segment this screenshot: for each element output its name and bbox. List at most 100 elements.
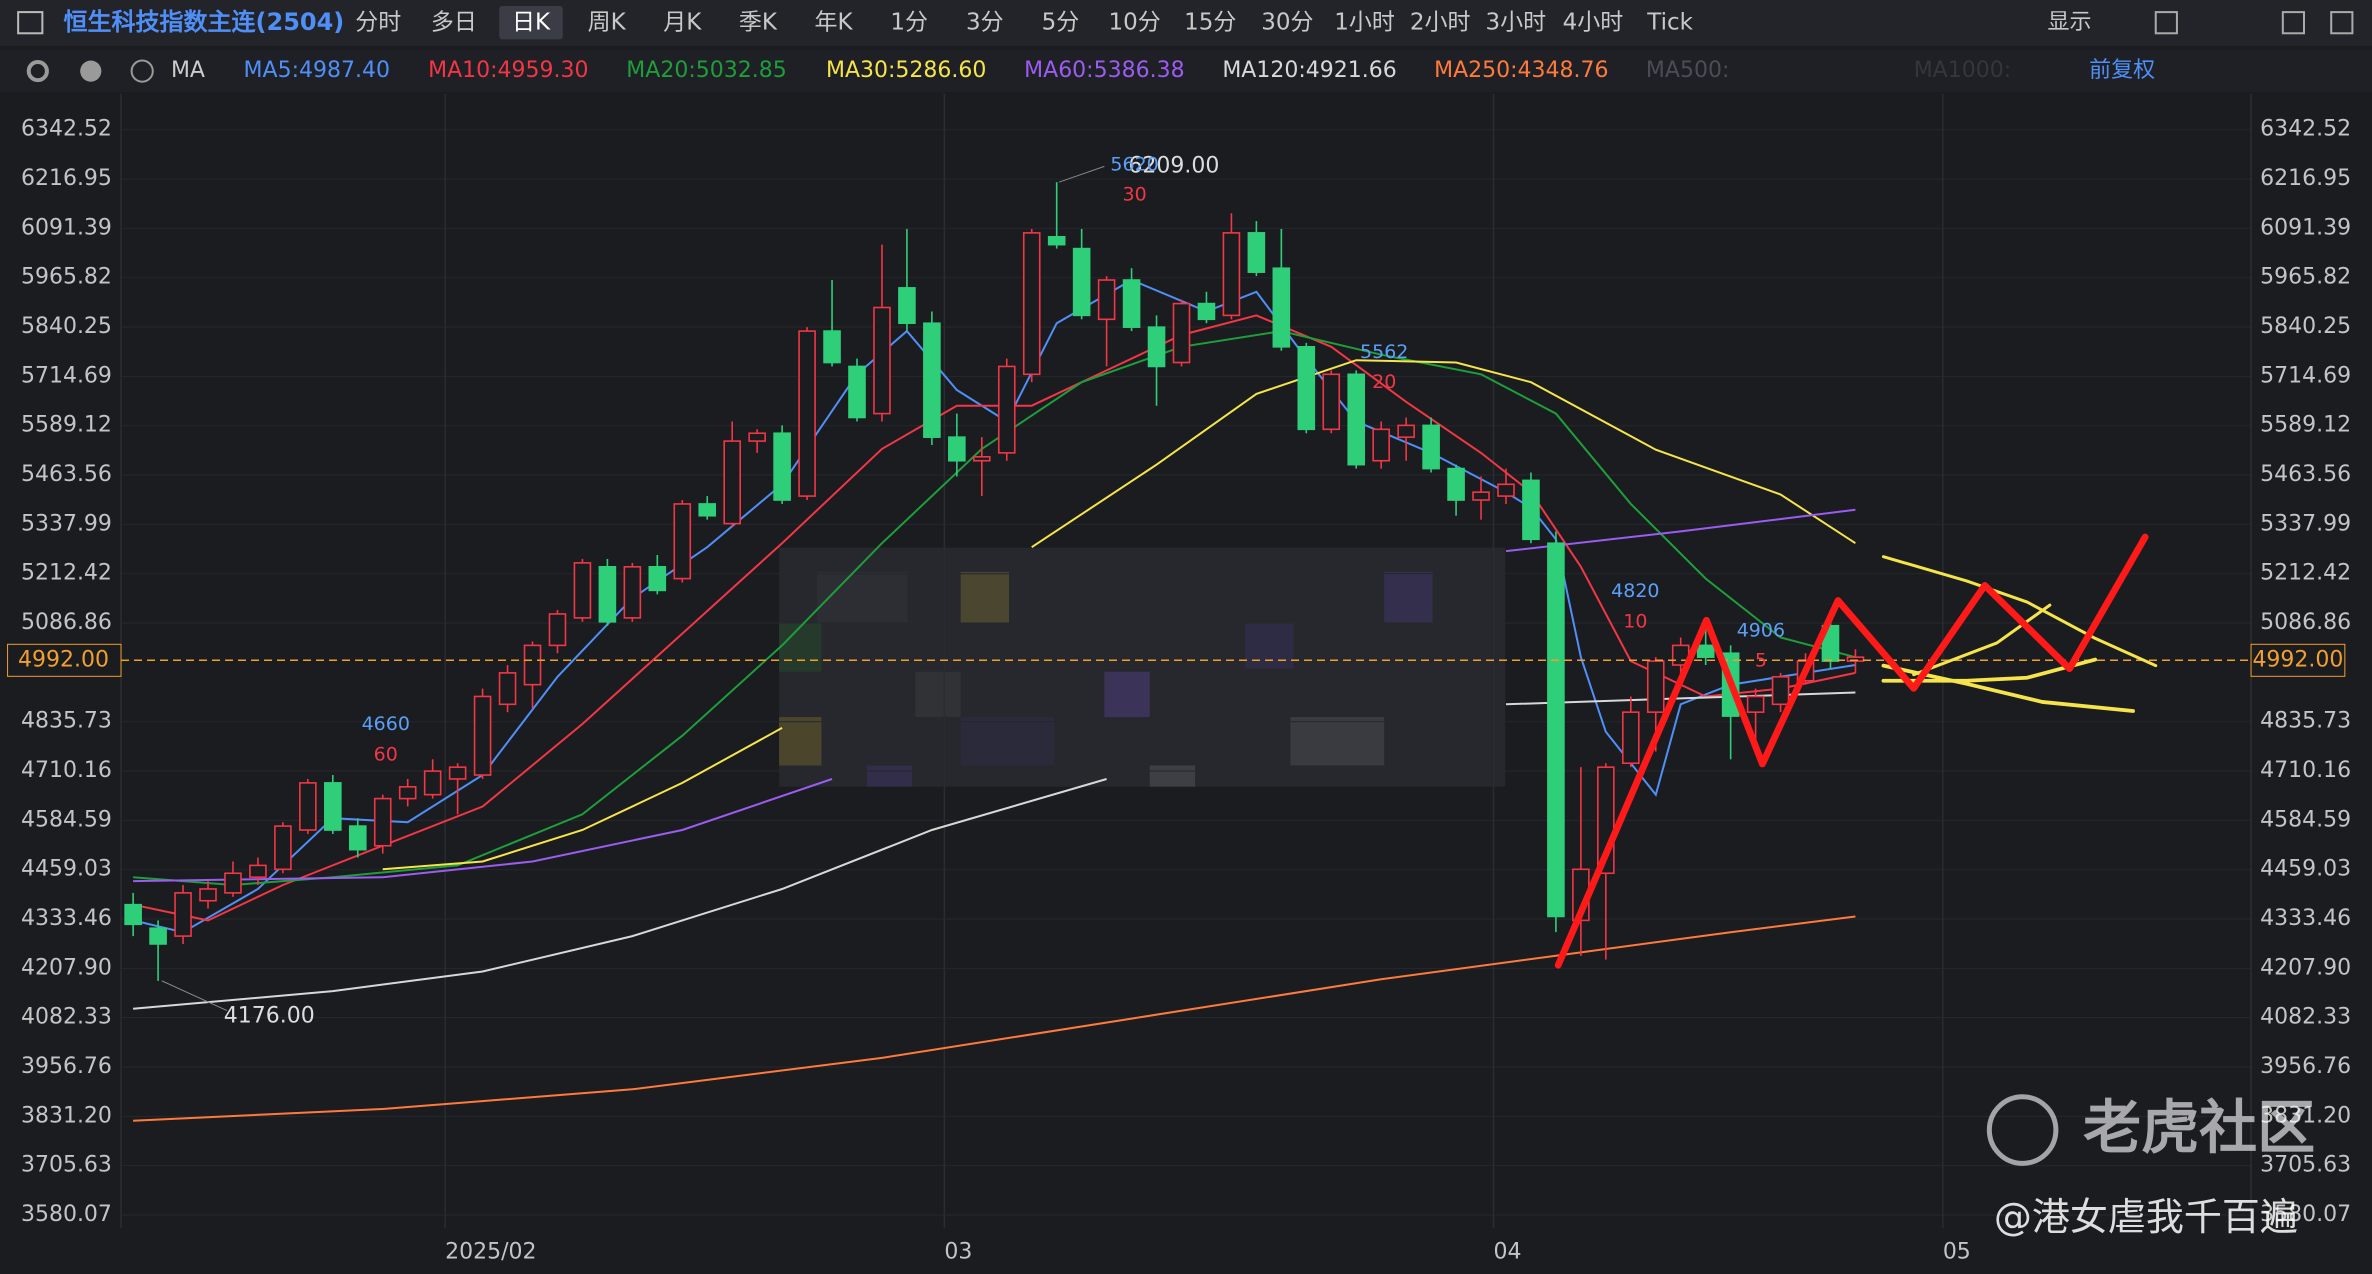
display-menu[interactable]: 显示 bbox=[2048, 10, 2092, 35]
period-tab[interactable]: 3小时 bbox=[1486, 10, 1547, 36]
candle-body bbox=[1422, 424, 1440, 470]
marker-price: 4906 bbox=[1737, 619, 1785, 641]
period-tab[interactable]: 周K bbox=[588, 10, 627, 36]
y-tick-label-right: 5840.25 bbox=[2260, 314, 2351, 339]
y-tick-label: 4333.46 bbox=[21, 906, 112, 931]
candle-body bbox=[1621, 711, 1640, 765]
period-tab[interactable]: 月K bbox=[663, 10, 702, 36]
watermark-brand: 老虎社区 bbox=[2083, 1094, 2315, 1162]
candle-body bbox=[1646, 660, 1665, 713]
candle-body bbox=[1047, 235, 1066, 246]
toggle-icon[interactable] bbox=[80, 60, 102, 82]
candle-body bbox=[898, 287, 916, 325]
marker-days: 20 bbox=[1372, 371, 1396, 393]
ma-line bbox=[132, 314, 1856, 922]
close-icon[interactable] bbox=[130, 59, 154, 83]
period-tab[interactable]: 30分 bbox=[1261, 10, 1313, 36]
period-tab[interactable]: 多日 bbox=[431, 10, 477, 36]
y-tick-label-right: 5714.69 bbox=[2260, 363, 2351, 388]
period-tab[interactable]: 2小时 bbox=[1410, 10, 1471, 36]
period-tab[interactable]: 日K bbox=[512, 10, 551, 36]
hand-drawing bbox=[1554, 533, 2158, 969]
marker-price: 5620 bbox=[1110, 153, 1158, 175]
y-tick-label: 4459.03 bbox=[21, 857, 112, 882]
candle-body bbox=[973, 456, 991, 462]
period-tab[interactable]: 年K bbox=[815, 10, 854, 36]
period-tab[interactable]: 1小时 bbox=[1334, 10, 1395, 36]
marker-days: 5 bbox=[1755, 650, 1767, 672]
candle-body bbox=[1497, 483, 1515, 497]
y-tick-label-right: 6342.52 bbox=[2260, 117, 2351, 142]
watermark-author: @港女虐我千百遍 bbox=[1994, 1195, 2298, 1239]
ma-legend: MA10:4959.30 bbox=[428, 58, 588, 83]
period-selected bbox=[499, 6, 563, 40]
period-tab[interactable]: 1分 bbox=[890, 10, 928, 36]
ma-legend: MA5:4987.40 bbox=[244, 58, 390, 83]
y-tick-label-right: 4333.46 bbox=[2260, 906, 2351, 931]
last-price-label: 4992.00 bbox=[18, 647, 109, 672]
ma-legend: MA120:4921.66 bbox=[1222, 58, 1396, 83]
candle-body bbox=[1821, 624, 1840, 662]
candle-body bbox=[1547, 542, 1565, 918]
tool-icon[interactable] bbox=[2281, 11, 2305, 35]
x-tick-label: 03 bbox=[944, 1240, 972, 1265]
marker-days: 60 bbox=[374, 743, 398, 765]
candle-body bbox=[948, 436, 966, 462]
ma-label[interactable]: MA bbox=[171, 58, 205, 83]
candle-body bbox=[373, 797, 392, 847]
candle-body bbox=[623, 566, 642, 619]
y-tick-label-right: 6216.95 bbox=[2260, 166, 2351, 191]
marker-price: 4820 bbox=[1611, 580, 1659, 602]
tool-icon[interactable] bbox=[2154, 11, 2178, 35]
period-tab[interactable]: 分时 bbox=[355, 10, 401, 36]
candle-body bbox=[1222, 232, 1241, 317]
candle-body bbox=[997, 365, 1016, 454]
y-tick-label-right: 5212.42 bbox=[2260, 561, 2351, 586]
tool-icon[interactable] bbox=[2330, 11, 2354, 35]
period-tab[interactable]: Tick bbox=[1646, 10, 1693, 36]
y-tick-label-right: 5589.12 bbox=[2260, 413, 2351, 438]
x-tick-label: 04 bbox=[1494, 1240, 1522, 1265]
candle-body bbox=[1696, 644, 1715, 658]
settings-icon[interactable] bbox=[26, 60, 49, 83]
leader bbox=[1058, 165, 1105, 183]
candle-body bbox=[848, 365, 866, 419]
y-tick-label: 5589.12 bbox=[21, 413, 112, 438]
icon bbox=[17, 11, 44, 35]
y-tick-label-right: 3705.63 bbox=[2260, 1153, 2351, 1178]
candle-body bbox=[1122, 279, 1141, 328]
candle-body bbox=[1272, 267, 1291, 348]
ma-line bbox=[382, 727, 783, 871]
ma-legend: MA30:5286.60 bbox=[826, 58, 986, 83]
period-tab[interactable]: 4小时 bbox=[1563, 10, 1624, 36]
y-tick-label: 3831.20 bbox=[21, 1103, 112, 1128]
candle-body bbox=[923, 322, 941, 438]
candle-body bbox=[1347, 373, 1366, 466]
y-tick-label: 3705.63 bbox=[21, 1153, 112, 1178]
candle-body bbox=[473, 695, 492, 776]
candle-body bbox=[498, 672, 517, 706]
y-tick-label: 3580.07 bbox=[21, 1202, 112, 1227]
y-tick-label: 3956.76 bbox=[21, 1054, 112, 1079]
period-tab[interactable]: 15分 bbox=[1184, 10, 1236, 36]
y-tick-label-right: 3580.07 bbox=[2260, 1202, 2351, 1227]
candle-body bbox=[1771, 676, 1790, 706]
candle-body bbox=[1247, 232, 1266, 273]
adjust-menu[interactable]: 前复权 bbox=[2089, 58, 2155, 83]
candle-body bbox=[1746, 695, 1765, 713]
y-tick-label: 5086.86 bbox=[21, 610, 112, 635]
y-tick-label-right: 5086.86 bbox=[2260, 610, 2351, 635]
y-tick-label: 4082.33 bbox=[21, 1005, 112, 1030]
period-tab[interactable]: 季K bbox=[739, 10, 778, 36]
candle-body bbox=[1447, 467, 1465, 501]
candle-body bbox=[448, 766, 467, 780]
ma-legend: MA20:5032.85 bbox=[626, 58, 786, 83]
candle-body bbox=[873, 306, 891, 415]
candle-body bbox=[548, 613, 567, 647]
period-tab[interactable]: 10分 bbox=[1108, 10, 1160, 36]
candle-body bbox=[798, 330, 816, 497]
period-tab[interactable]: 5分 bbox=[1042, 10, 1080, 36]
candle-body bbox=[149, 927, 167, 945]
period-tab[interactable]: 3分 bbox=[966, 10, 1004, 36]
